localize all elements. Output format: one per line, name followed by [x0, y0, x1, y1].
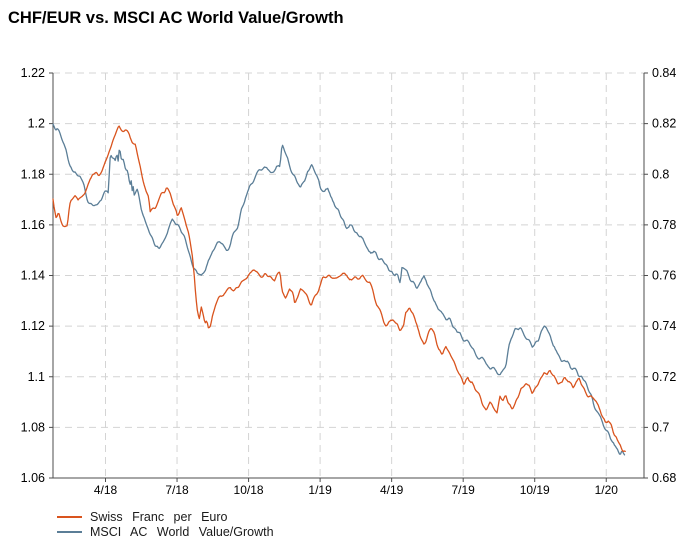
svg-text:1.1: 1.1 — [28, 370, 45, 384]
svg-text:1.08: 1.08 — [21, 420, 45, 434]
svg-text:0.68: 0.68 — [652, 471, 676, 485]
svg-text:0.76: 0.76 — [652, 269, 676, 283]
svg-text:0.7: 0.7 — [652, 420, 669, 434]
svg-text:0.78: 0.78 — [652, 218, 676, 232]
svg-text:1.2: 1.2 — [28, 117, 45, 131]
svg-text:1.06: 1.06 — [21, 471, 45, 485]
svg-text:0.84: 0.84 — [652, 66, 676, 80]
svg-text:10/18: 10/18 — [234, 483, 264, 497]
svg-text:10/19: 10/19 — [520, 483, 550, 497]
svg-text:1/19: 1/19 — [308, 483, 332, 497]
svg-text:1.18: 1.18 — [21, 167, 45, 181]
svg-text:0.82: 0.82 — [652, 117, 676, 131]
svg-text:1.14: 1.14 — [21, 269, 45, 283]
svg-text:7/19: 7/19 — [452, 483, 476, 497]
svg-text:0.8: 0.8 — [652, 167, 669, 181]
svg-text:0.74: 0.74 — [652, 319, 676, 333]
svg-text:4/19: 4/19 — [380, 483, 404, 497]
svg-text:1/20: 1/20 — [595, 483, 619, 497]
svg-text:1.22: 1.22 — [21, 66, 45, 80]
svg-text:1.16: 1.16 — [21, 218, 45, 232]
svg-text:1.12: 1.12 — [21, 319, 45, 333]
svg-text:4/18: 4/18 — [94, 483, 118, 497]
svg-text:7/18: 7/18 — [165, 483, 189, 497]
svg-text:0.72: 0.72 — [652, 370, 676, 384]
